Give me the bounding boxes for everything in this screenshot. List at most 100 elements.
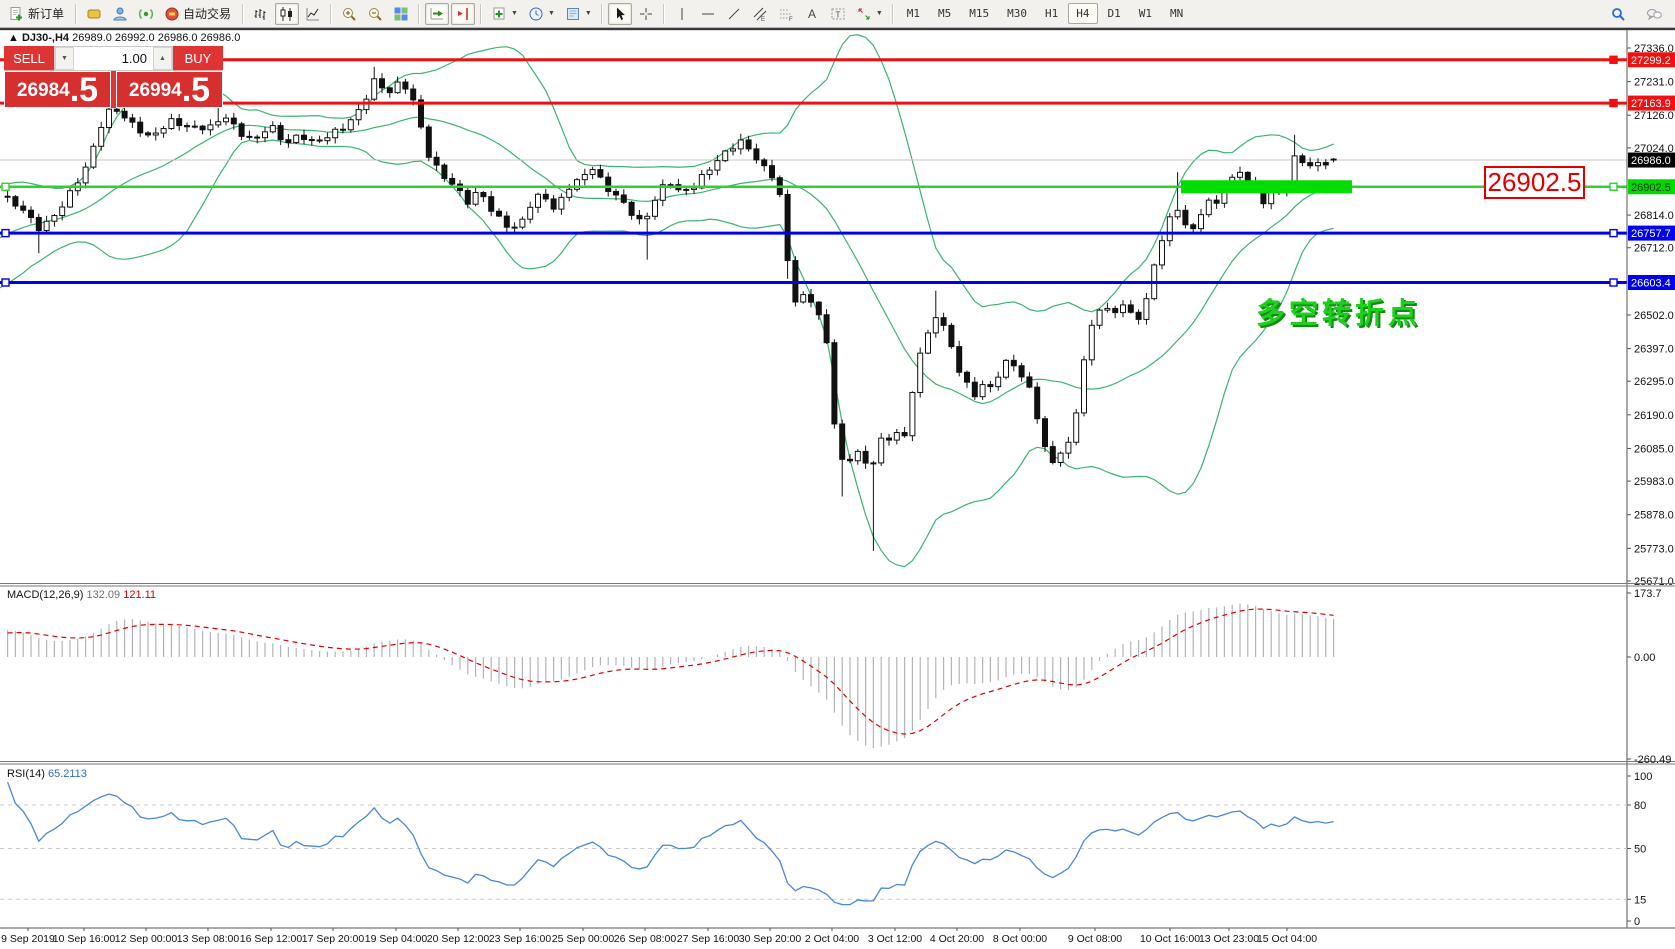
time-tick-label: 27 Sep 16:00: [677, 933, 740, 945]
vline-icon: [681, 7, 683, 20]
price-badge-label: 26757.7: [1631, 228, 1671, 240]
cursor-icon: [616, 7, 625, 20]
sell-price-main: 26984: [16, 80, 70, 101]
arrows-button[interactable]: ▼: [852, 3, 887, 25]
macd-scale-label: 173.7: [1634, 588, 1662, 600]
crosshair-button[interactable]: [634, 3, 658, 25]
line-handle[interactable]: [1609, 278, 1618, 287]
svg-text:T: T: [835, 10, 840, 19]
timeframe-m30-button[interactable]: M30: [1007, 7, 1028, 20]
search-button[interactable]: [1606, 3, 1630, 25]
sell-price[interactable]: 26984.5: [4, 71, 111, 108]
new-chart-button[interactable]: [82, 3, 106, 25]
price-tick-label: 27231.0: [1634, 77, 1674, 89]
line-handle[interactable]: [1, 278, 10, 287]
new-order-button[interactable]: 新订单: [5, 2, 70, 25]
line-handle[interactable]: [1, 228, 10, 238]
trendline-button[interactable]: [722, 3, 746, 25]
green-highlight-rect[interactable]: [1181, 180, 1352, 194]
panel-collapse-icon[interactable]: ▲: [8, 32, 19, 44]
price-tick-label: 27024.0: [1634, 143, 1674, 155]
line-chart-button[interactable]: [301, 3, 325, 25]
line-handle[interactable]: [1609, 55, 1618, 64]
buy-price-main: 26994: [128, 80, 182, 101]
text-button[interactable]: A: [800, 3, 824, 25]
candlestick-chart-button[interactable]: [275, 2, 300, 25]
price-badge: [1628, 95, 1675, 111]
buy-price[interactable]: 26994.5: [116, 71, 223, 108]
dropdown-caret-icon: ▼: [547, 10, 555, 17]
chart-title: ▲ DJ30-,H4 26989.0 26992.0 26986.0 26986…: [8, 32, 240, 44]
timeframe-m1-button[interactable]: M1: [906, 7, 921, 20]
channel-button[interactable]: E: [748, 3, 772, 25]
hline-button[interactable]: [696, 3, 720, 25]
dropdown-caret-icon: ▼: [875, 10, 883, 17]
time-tick-label: 25 Sep 00:00: [552, 933, 615, 945]
bars-chart-icon: [254, 8, 266, 20]
volume-down-button[interactable]: ▼: [55, 47, 74, 70]
timeframe-h1-button[interactable]: H1: [1045, 7, 1059, 20]
zoom-in-button[interactable]: [337, 3, 361, 25]
chart-shift-button[interactable]: [451, 2, 476, 25]
autotrading-button[interactable]: 自动交易: [160, 2, 237, 25]
time-tick-label: 13 Oct 23:00: [1199, 933, 1259, 945]
bar-chart-button[interactable]: [249, 3, 273, 25]
periods-button[interactable]: ▼: [524, 3, 559, 25]
tile-windows-icon: [394, 7, 408, 20]
toolbar-separator: [330, 3, 333, 24]
rsi-value: 65.2113: [47, 768, 87, 780]
time-tick-label: 3 Oct 12:00: [868, 933, 922, 945]
line-handle[interactable]: [1, 182, 10, 191]
indicators-icon: [493, 7, 505, 19]
price-tick-label: 26397.0: [1634, 344, 1674, 356]
timeframe-m15-button[interactable]: M15: [969, 7, 990, 20]
sell-button[interactable]: SELL: [4, 46, 54, 71]
timeframe-d1-button[interactable]: D1: [1107, 7, 1121, 20]
zoom-out-button[interactable]: [363, 3, 387, 25]
rsi-scale-label: 100: [1634, 771, 1652, 783]
tile-windows-button[interactable]: [389, 3, 413, 25]
line-handle[interactable]: [1609, 228, 1618, 238]
volume-up-button[interactable]: ▲: [153, 47, 172, 70]
time-tick-label: 4 Oct 20:00: [930, 933, 984, 945]
arrows-icon: [858, 8, 870, 19]
price-badge: [1628, 225, 1675, 241]
ohlc-values: 26989.0 26992.0 26986.0 26986.0: [72, 32, 241, 44]
time-tick-label: 23 Sep 16:00: [489, 933, 552, 945]
dropdown-caret-icon: ▼: [511, 10, 518, 17]
fibonacci-button[interactable]: F: [774, 3, 798, 25]
autoscroll-icon: [430, 7, 444, 19]
macd-signal-value: 121.11: [123, 589, 157, 601]
timeframe-h4-button[interactable]: H4: [1068, 3, 1098, 24]
crosshair-icon: [639, 7, 652, 20]
templates-button[interactable]: ▼: [561, 3, 596, 25]
cursor-button[interactable]: [607, 2, 632, 25]
line-handle[interactable]: [1609, 98, 1618, 108]
price-badge: [1628, 52, 1675, 68]
chat-button[interactable]: [1642, 3, 1666, 25]
label-button[interactable]: T: [826, 3, 850, 25]
toolbar-right: [1605, 3, 1675, 25]
profiles-button[interactable]: [108, 3, 132, 25]
toolbar-button-label: 自动交易: [183, 7, 232, 21]
time-tick-label: 15 Oct 04:00: [1257, 933, 1317, 945]
template-icon: [566, 7, 579, 20]
price-callout-label[interactable]: 26902.5: [1484, 166, 1585, 199]
chinese-annotation[interactable]: 多空转折点: [1256, 298, 1422, 330]
time-tick-label: 10 Oct 16:00: [1140, 933, 1200, 945]
signals-button[interactable]: [134, 3, 158, 25]
price-tick-label: 26190.0: [1634, 410, 1674, 422]
autoscroll-button[interactable]: [425, 2, 450, 25]
vline-button[interactable]: [670, 3, 694, 25]
line-handle[interactable]: [1609, 182, 1618, 191]
buy-button[interactable]: BUY: [173, 46, 223, 71]
toolbar-separator: [418, 3, 421, 24]
indicators-button[interactable]: ▼: [487, 3, 522, 25]
timeframe-m5-button[interactable]: M5: [938, 7, 952, 20]
timeframe-mn-button[interactable]: MN: [1170, 7, 1184, 20]
macd-value: 132.09: [86, 589, 121, 601]
price-tick-label: 26295.0: [1634, 376, 1674, 388]
volume-input[interactable]: 1.00: [121, 51, 147, 66]
timeframe-w1-button[interactable]: W1: [1138, 7, 1153, 20]
